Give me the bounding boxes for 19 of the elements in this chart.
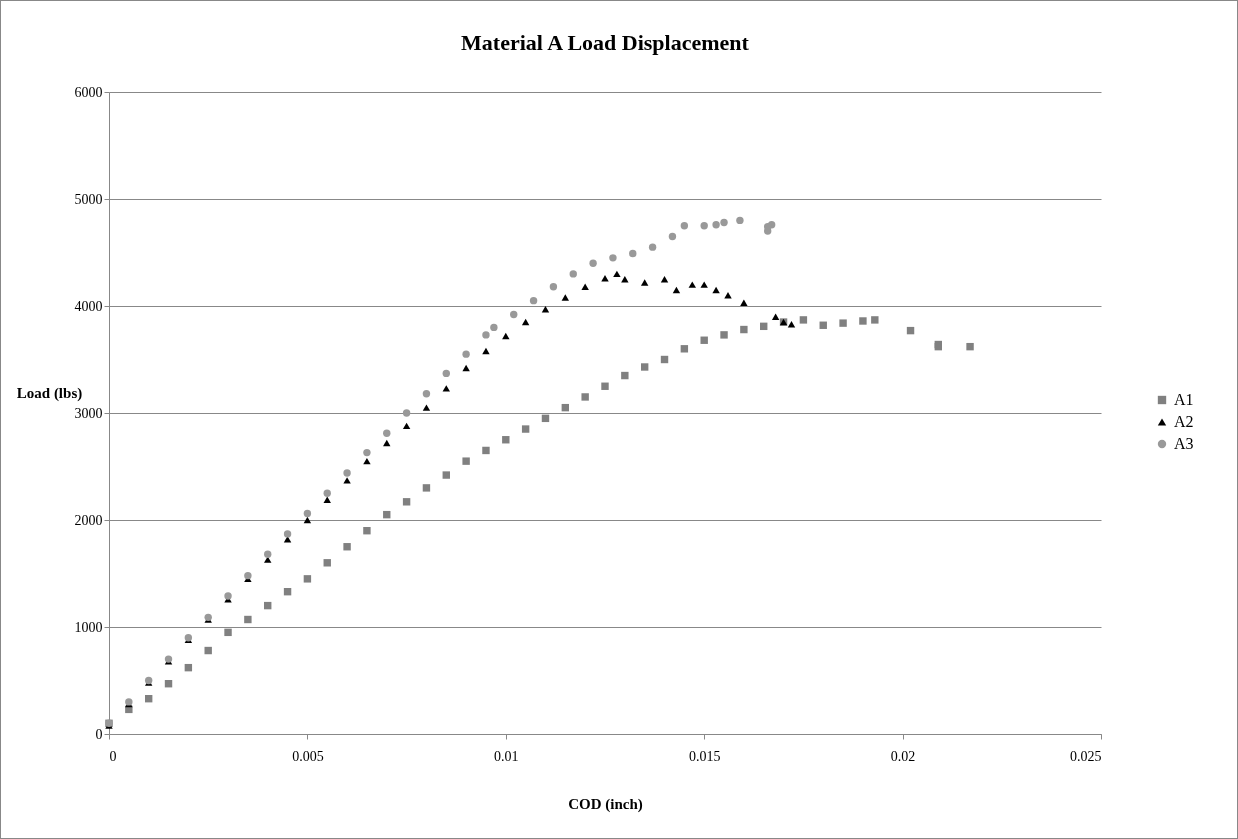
y-tick-label: 5000	[74, 191, 103, 207]
y-tick-label: 4000	[74, 298, 103, 314]
y-tick-label: 6000	[74, 84, 103, 100]
legend-label: A2	[1174, 413, 1194, 430]
x-tick-label: 0	[109, 748, 117, 764]
y-tick-label: 3000	[74, 405, 103, 421]
x-tick-label: 0.01	[494, 748, 519, 764]
y-tick-label: 0	[95, 726, 103, 742]
y-tick-label: 1000	[74, 619, 103, 635]
legend-label: A1	[1174, 391, 1194, 408]
chart-title: Material A Load Displacement	[461, 30, 750, 55]
x-axis-title: COD (inch)	[568, 795, 643, 813]
x-tick-label: 0.025	[1070, 748, 1102, 764]
x-tick-label: 0.02	[890, 748, 916, 764]
legend-label: A3	[1174, 435, 1194, 452]
x-tick-label: 0.015	[688, 748, 721, 764]
y-axis-title: Load (lbs)	[16, 384, 83, 402]
x-tick-label: 0.005	[292, 748, 324, 764]
y-tick-label: 2000	[74, 512, 103, 528]
